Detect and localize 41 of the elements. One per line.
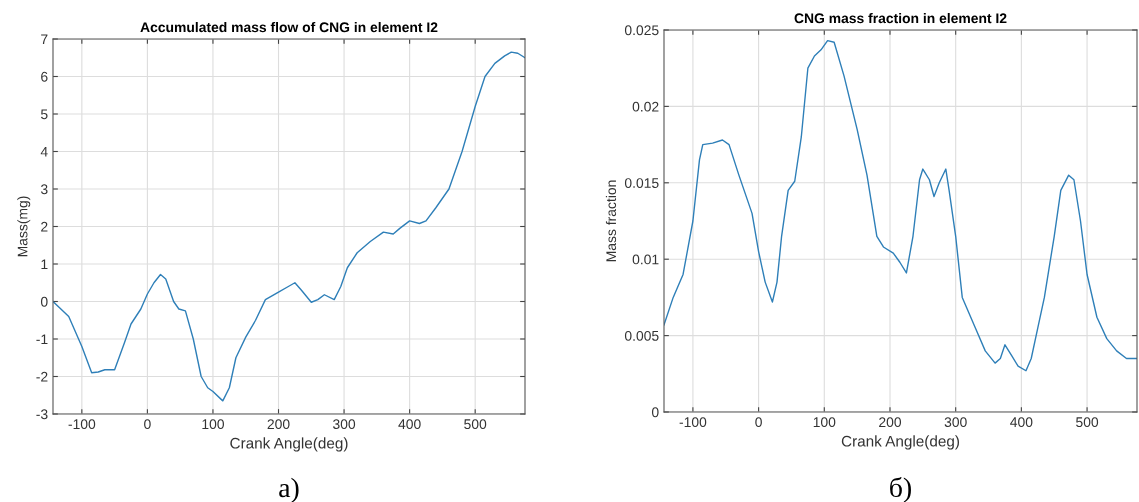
x-tick-label: 500 [1076, 417, 1099, 428]
chart-title: Accumulated mass flow of CNG in element I2 [140, 21, 438, 33]
x-tick-label: 0 [755, 417, 762, 428]
line-series [53, 51, 525, 402]
x-tick-label: -100 [68, 419, 96, 430]
x-tick-label: 300 [944, 417, 967, 428]
x-tick-label: 0 [144, 419, 151, 430]
x-tick-label: 200 [879, 417, 902, 428]
line-series [664, 40, 1137, 372]
x-tick-label: 300 [333, 419, 356, 430]
x-axis-title: Crank Angle(deg) [841, 435, 959, 450]
y-tick-label: 5 [40, 109, 48, 120]
y-axis-title: Mass fraction [605, 180, 617, 262]
y-tick-label: 3 [40, 184, 48, 195]
y-tick-label: 2 [41, 221, 48, 232]
x-tick-label: 100 [813, 417, 836, 428]
x-tick-label: 400 [398, 419, 421, 430]
y-tick-label: -3 [36, 409, 48, 420]
y-tick-label: 0.025 [624, 25, 659, 36]
x-tick-label: -100 [679, 417, 707, 428]
y-tick-label: 0 [651, 407, 659, 418]
y-axis-title: Mass(mg) [17, 196, 31, 257]
y-tick-label: -2 [36, 371, 48, 382]
y-tick-label: 1 [41, 259, 48, 270]
y-tick-label: 4 [40, 146, 48, 157]
y-tick-label: 0.015 [624, 178, 659, 188]
text: б) [890, 476, 911, 502]
x-tick-label: 200 [267, 419, 290, 430]
x-tick-label: 400 [1010, 417, 1033, 428]
y-tick-label: 0.005 [624, 330, 659, 341]
x-tick-label: 100 [202, 419, 224, 430]
x-axis-title: Crank Angle(deg) [230, 437, 348, 452]
chart-title: CNG mass fraction in element I2 [794, 12, 1007, 24]
y-tick-label: -1 [36, 334, 48, 345]
x-tick-label: 500 [464, 419, 487, 430]
y-tick-label: 0.02 [632, 101, 659, 112]
y-tick-label: 6 [41, 71, 48, 82]
text: a) [279, 477, 299, 502]
y-tick-label: 0 [40, 296, 48, 307]
y-tick-label: 7 [41, 34, 48, 45]
y-tick-label: 0.01 [632, 254, 659, 265]
